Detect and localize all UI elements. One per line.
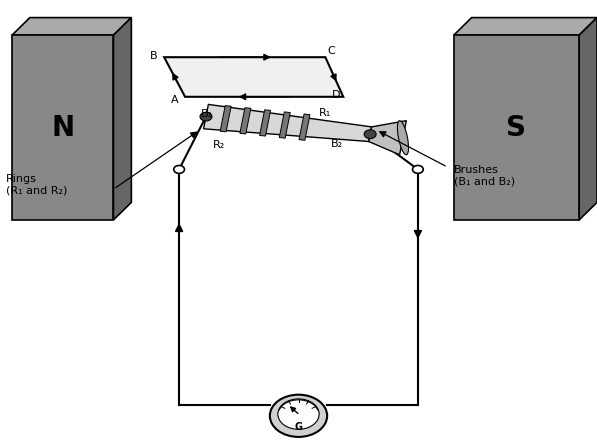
Polygon shape	[113, 18, 131, 220]
Text: B: B	[150, 51, 157, 61]
Polygon shape	[240, 108, 251, 134]
Text: S: S	[506, 114, 527, 142]
Polygon shape	[260, 110, 270, 136]
Text: B₂: B₂	[331, 139, 343, 149]
Circle shape	[278, 399, 319, 429]
Text: B₁: B₁	[201, 109, 213, 118]
Text: C: C	[328, 47, 335, 56]
Polygon shape	[369, 121, 407, 155]
Circle shape	[200, 112, 212, 121]
Polygon shape	[164, 57, 343, 97]
Polygon shape	[279, 112, 290, 138]
Polygon shape	[579, 18, 597, 220]
Polygon shape	[454, 18, 597, 35]
Text: Brushes
(B₁ and B₂): Brushes (B₁ and B₂)	[454, 165, 515, 187]
Polygon shape	[12, 35, 113, 220]
Text: D: D	[332, 90, 340, 99]
Text: G: G	[294, 422, 303, 433]
Polygon shape	[12, 18, 131, 35]
Text: R₁: R₁	[319, 108, 331, 117]
Polygon shape	[299, 114, 310, 140]
Ellipse shape	[398, 121, 408, 155]
Text: Rings
(R₁ and R₂): Rings (R₁ and R₂)	[6, 174, 67, 196]
Text: N: N	[51, 114, 74, 142]
Text: A: A	[171, 95, 179, 105]
Polygon shape	[220, 106, 231, 132]
Text: R₂: R₂	[213, 140, 224, 150]
Circle shape	[413, 165, 423, 173]
Circle shape	[364, 130, 376, 139]
Circle shape	[270, 395, 327, 437]
Polygon shape	[454, 35, 579, 220]
Polygon shape	[204, 104, 371, 142]
Circle shape	[174, 165, 184, 173]
